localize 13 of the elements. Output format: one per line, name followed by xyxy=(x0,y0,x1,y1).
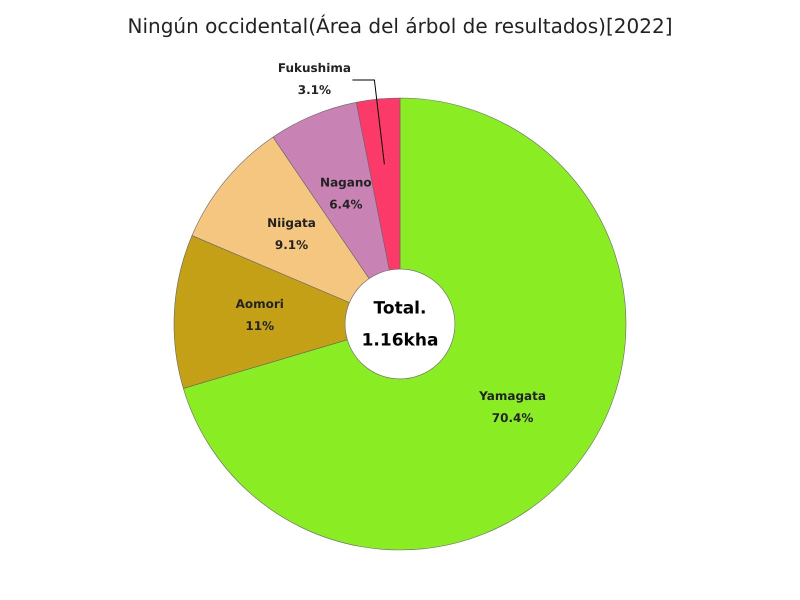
text: Total. xyxy=(374,298,426,318)
text: 1.16kha xyxy=(362,330,438,350)
slice-label: Fukushima xyxy=(278,61,351,76)
slice-label: Nagano xyxy=(320,176,372,190)
data-label: 70.4% xyxy=(492,411,534,426)
data-label: 9.1% xyxy=(274,238,308,252)
data-label: 3.1% xyxy=(298,83,332,98)
slice-label: Yamagata xyxy=(478,389,546,404)
chart-title: Ningún occidental(Área del árbol de resultados)[2022] xyxy=(128,14,672,38)
data-label: 6.4% xyxy=(329,198,362,212)
data-label: 11% xyxy=(245,319,274,334)
slice-label: Niigata xyxy=(267,216,316,230)
slice-label: Aomori xyxy=(236,297,284,312)
